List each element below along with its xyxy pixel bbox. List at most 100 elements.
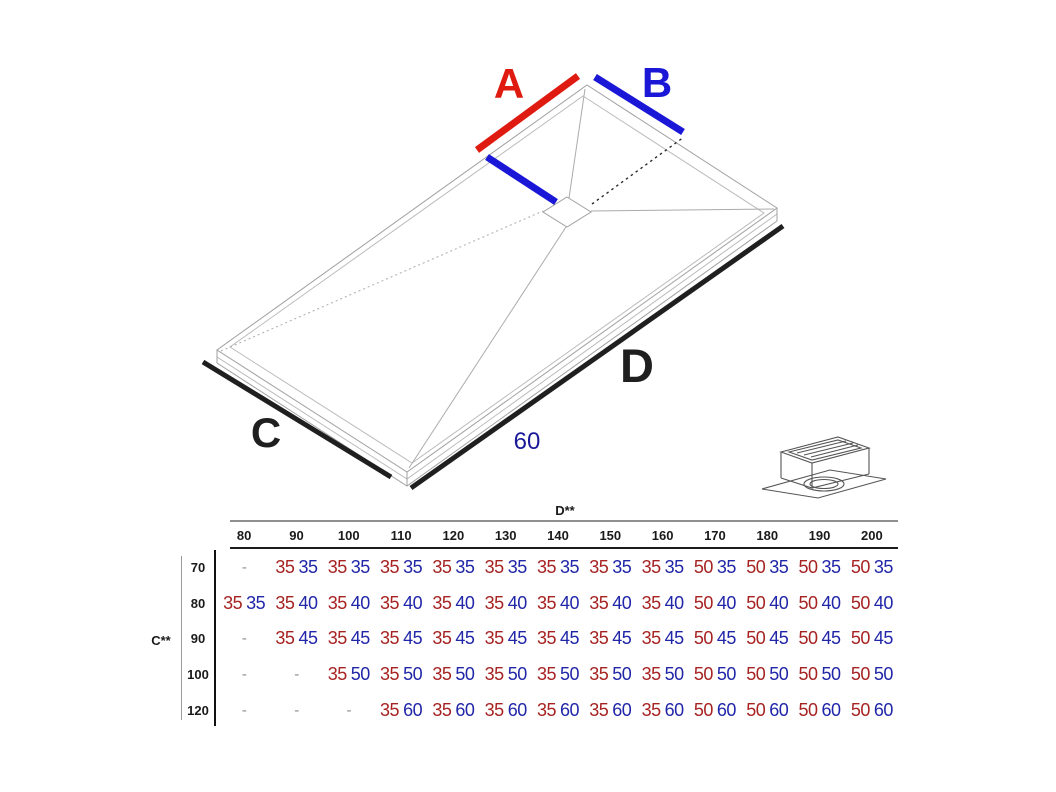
row-labels-divider: [214, 550, 216, 726]
value-b: 45: [298, 628, 318, 649]
table-top-line: [230, 520, 898, 522]
value-a: 35: [327, 592, 348, 613]
table-cell: -: [270, 692, 322, 728]
table-cell: 35 45: [270, 621, 322, 657]
table-cell: 35 40: [375, 586, 427, 622]
value-b: 35: [769, 557, 789, 578]
value-a: 50: [746, 557, 766, 578]
value-a: 35: [589, 557, 609, 578]
value-b: 35: [350, 557, 371, 578]
value-b: 60: [507, 699, 528, 720]
dim-line-a: [474, 73, 581, 153]
value-b: 45: [769, 628, 789, 649]
table-cell: 50 45: [846, 621, 898, 657]
dim-line-c: [201, 359, 393, 480]
column-header: 90: [289, 528, 304, 543]
table-cell: 35 45: [532, 621, 584, 657]
table-cell: 35 50: [323, 657, 375, 693]
table-cell: 35 60: [532, 692, 584, 728]
table-cell: 35 45: [323, 621, 375, 657]
empty-cell-dash: -: [294, 666, 299, 684]
table-cell: 35 35: [427, 550, 479, 586]
table-cell: 50 60: [846, 692, 898, 728]
value-b: 50: [455, 664, 475, 685]
tray-bottom-edge: [216, 220, 778, 487]
table-cell: 50 40: [741, 586, 793, 622]
value-a: 50: [850, 664, 871, 685]
value-a: 35: [327, 664, 348, 685]
value-b: 35: [246, 592, 266, 613]
value-b: 40: [507, 592, 528, 613]
table-cell: 50 60: [741, 692, 793, 728]
value-a: 35: [641, 699, 662, 720]
value-a: 50: [850, 592, 871, 613]
empty-cell-dash: -: [241, 701, 247, 719]
value-b: 60: [664, 699, 685, 720]
column-header: 200: [860, 528, 883, 543]
label-c: C: [250, 409, 282, 456]
tray-top-face: [216, 84, 778, 473]
drain-square: [542, 196, 592, 228]
table-cell: 35 35: [270, 550, 322, 586]
value-b: 45: [716, 628, 737, 649]
value-a: 50: [798, 699, 819, 720]
empty-cell-dash: -: [294, 701, 299, 719]
table-cell: 35 40: [584, 586, 636, 622]
value-b: 60: [769, 699, 789, 720]
table-cell: 50 50: [689, 657, 741, 693]
table-cell: -: [323, 692, 375, 728]
value-a: 35: [484, 699, 505, 720]
value-b: 50: [507, 664, 528, 685]
table-cell: 35 60: [584, 692, 636, 728]
drain-offset-value: 60: [513, 428, 541, 455]
value-a: 50: [850, 699, 871, 720]
value-b: 40: [612, 592, 632, 613]
value-a: 35: [536, 699, 557, 720]
table-cell: 35 35: [323, 550, 375, 586]
value-a: 50: [693, 592, 714, 613]
column-header: 150: [599, 528, 622, 543]
table-cell: 50 35: [846, 550, 898, 586]
column-header: 120: [442, 528, 465, 543]
empty-cell-dash: -: [241, 666, 247, 684]
value-a: 50: [850, 557, 871, 578]
table-cell: 35 50: [636, 657, 688, 693]
value-a: 50: [798, 592, 819, 613]
column-header: 130: [494, 528, 517, 543]
table-cell: 35 40: [532, 586, 584, 622]
value-a: 35: [432, 699, 452, 720]
column-header: 100: [337, 528, 360, 543]
size-table: -35 35 35 35 35 35 35 35 35 35 35 35 35 35 35 35 50 35 50 3…: [218, 550, 898, 728]
table-cell: 35 35: [532, 550, 584, 586]
table-cell: 50 50: [741, 657, 793, 693]
value-a: 50: [746, 699, 766, 720]
dim-line-b: [593, 74, 685, 135]
value-b: 50: [612, 664, 632, 685]
value-a: 35: [641, 592, 662, 613]
value-a: 50: [693, 664, 714, 685]
dim-line-b-drain: [485, 154, 558, 205]
table-cell: 35 50: [584, 657, 636, 693]
value-a: 35: [380, 699, 400, 720]
value-b: 40: [873, 592, 894, 613]
label-b: B: [641, 59, 673, 106]
value-b: 60: [559, 699, 580, 720]
value-b: 35: [873, 557, 894, 578]
table-cell: 35 45: [427, 621, 479, 657]
table-cell: 35 60: [636, 692, 688, 728]
value-a: 35: [432, 557, 452, 578]
table-cell: 50 35: [741, 550, 793, 586]
empty-cell-dash: -: [346, 701, 352, 719]
table-cell: 50 40: [689, 586, 741, 622]
row-header: 80: [190, 595, 206, 611]
table-cell: -: [218, 621, 270, 657]
table-cell: 50 45: [793, 621, 845, 657]
value-b: 50: [716, 664, 737, 685]
value-a: 35: [432, 592, 452, 613]
value-b: 50: [821, 664, 842, 685]
table-cell: 50 45: [689, 621, 741, 657]
value-b: 45: [664, 628, 685, 649]
value-a: 35: [223, 592, 243, 613]
slope-line-n: [568, 88, 586, 199]
